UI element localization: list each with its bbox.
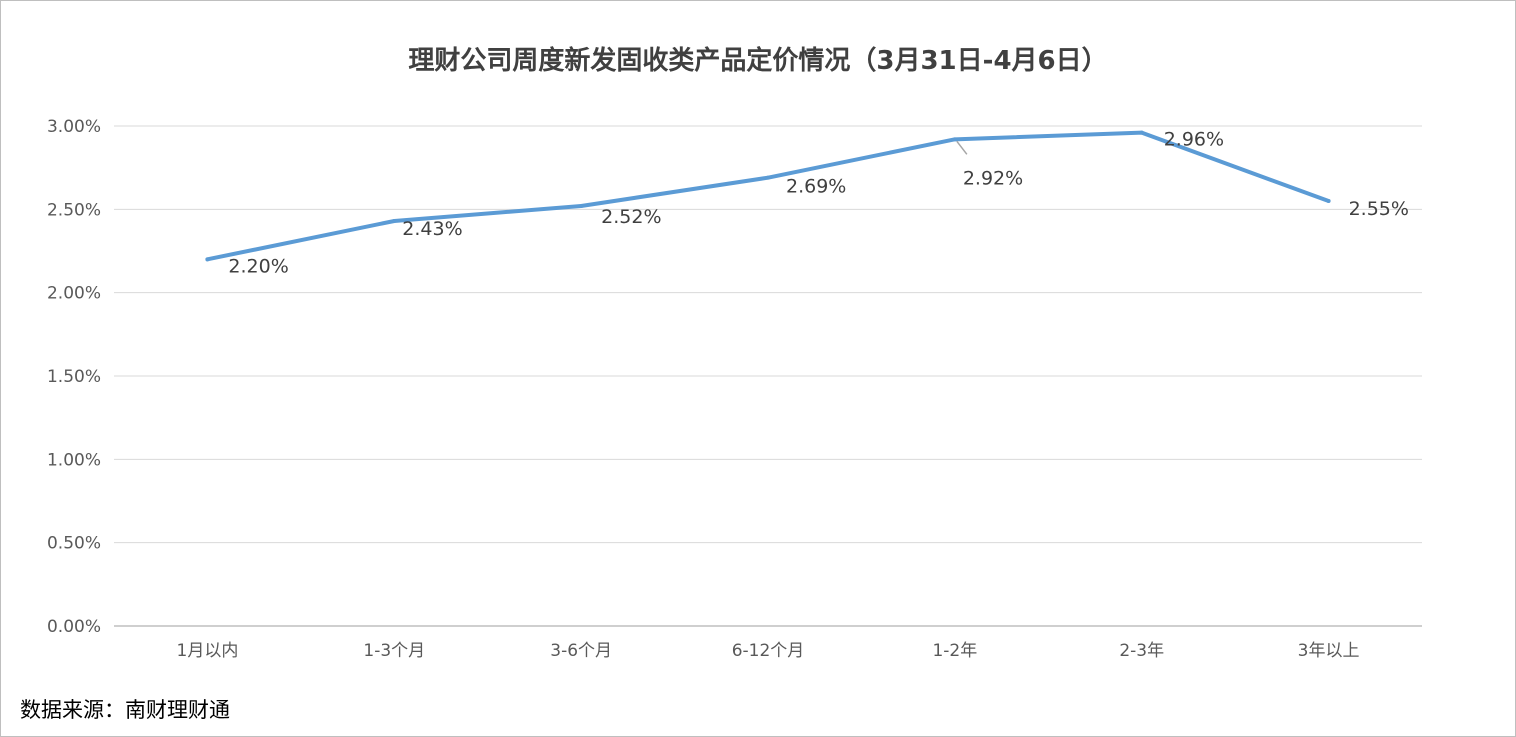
- x-tick-label: 1-3个月: [363, 641, 425, 661]
- data-label: 2.20%: [228, 255, 288, 277]
- x-tick-label: 6-12个月: [732, 641, 805, 661]
- data-source: 数据来源：南财理财通: [20, 698, 230, 722]
- y-tick-label: 1.00%: [47, 450, 101, 470]
- data-point: [1326, 199, 1331, 203]
- data-label: 2.69%: [786, 176, 846, 198]
- data-label: 2.43%: [402, 218, 462, 240]
- data-label: 2.96%: [1164, 129, 1224, 151]
- x-tick-label: 1月以内: [177, 641, 239, 661]
- x-tick-label: 1-2年: [932, 641, 977, 661]
- x-tick-label: 3年以上: [1298, 641, 1360, 661]
- y-tick-label: 3.00%: [47, 117, 101, 137]
- y-tick-label: 2.50%: [47, 200, 101, 220]
- data-point: [579, 204, 584, 208]
- data-point: [1139, 130, 1144, 135]
- y-tick-label: 0.50%: [47, 534, 101, 554]
- data-point: [766, 175, 770, 180]
- x-tick-label: 3-6个月: [550, 641, 612, 661]
- y-tick-label: 0.00%: [47, 617, 101, 637]
- data-labels: 2.20% 2.43% 2.52% 2.69% 2.92% 2.96% 2.55%: [228, 129, 1409, 278]
- chart-title: 理财公司周度新发固收类产品定价情况（3月31日-4月6日）: [408, 46, 1108, 76]
- gridlines: [114, 125, 1422, 627]
- x-tick-label: 2-3年: [1119, 641, 1164, 661]
- y-axis-ticks: 0.00% 0.50% 1.00% 1.50% 2.00% 2.50% 3.00%: [47, 117, 101, 637]
- data-label: 2.92%: [963, 167, 1023, 189]
- y-tick-label: 2.00%: [47, 284, 101, 304]
- series-group: [205, 130, 1331, 262]
- data-point: [392, 219, 397, 223]
- data-point: [205, 257, 210, 262]
- data-label: 2.55%: [1349, 198, 1409, 220]
- data-label: 2.52%: [601, 206, 661, 228]
- data-point: [952, 137, 957, 142]
- y-tick-label: 1.50%: [47, 367, 101, 387]
- series-line: [205, 130, 1331, 262]
- data-label-leader: [956, 140, 968, 155]
- x-axis-ticks: 1月以内 1-3个月 3-6个月 6-12个月 1-2年 2-3年 3年以上: [177, 641, 1360, 661]
